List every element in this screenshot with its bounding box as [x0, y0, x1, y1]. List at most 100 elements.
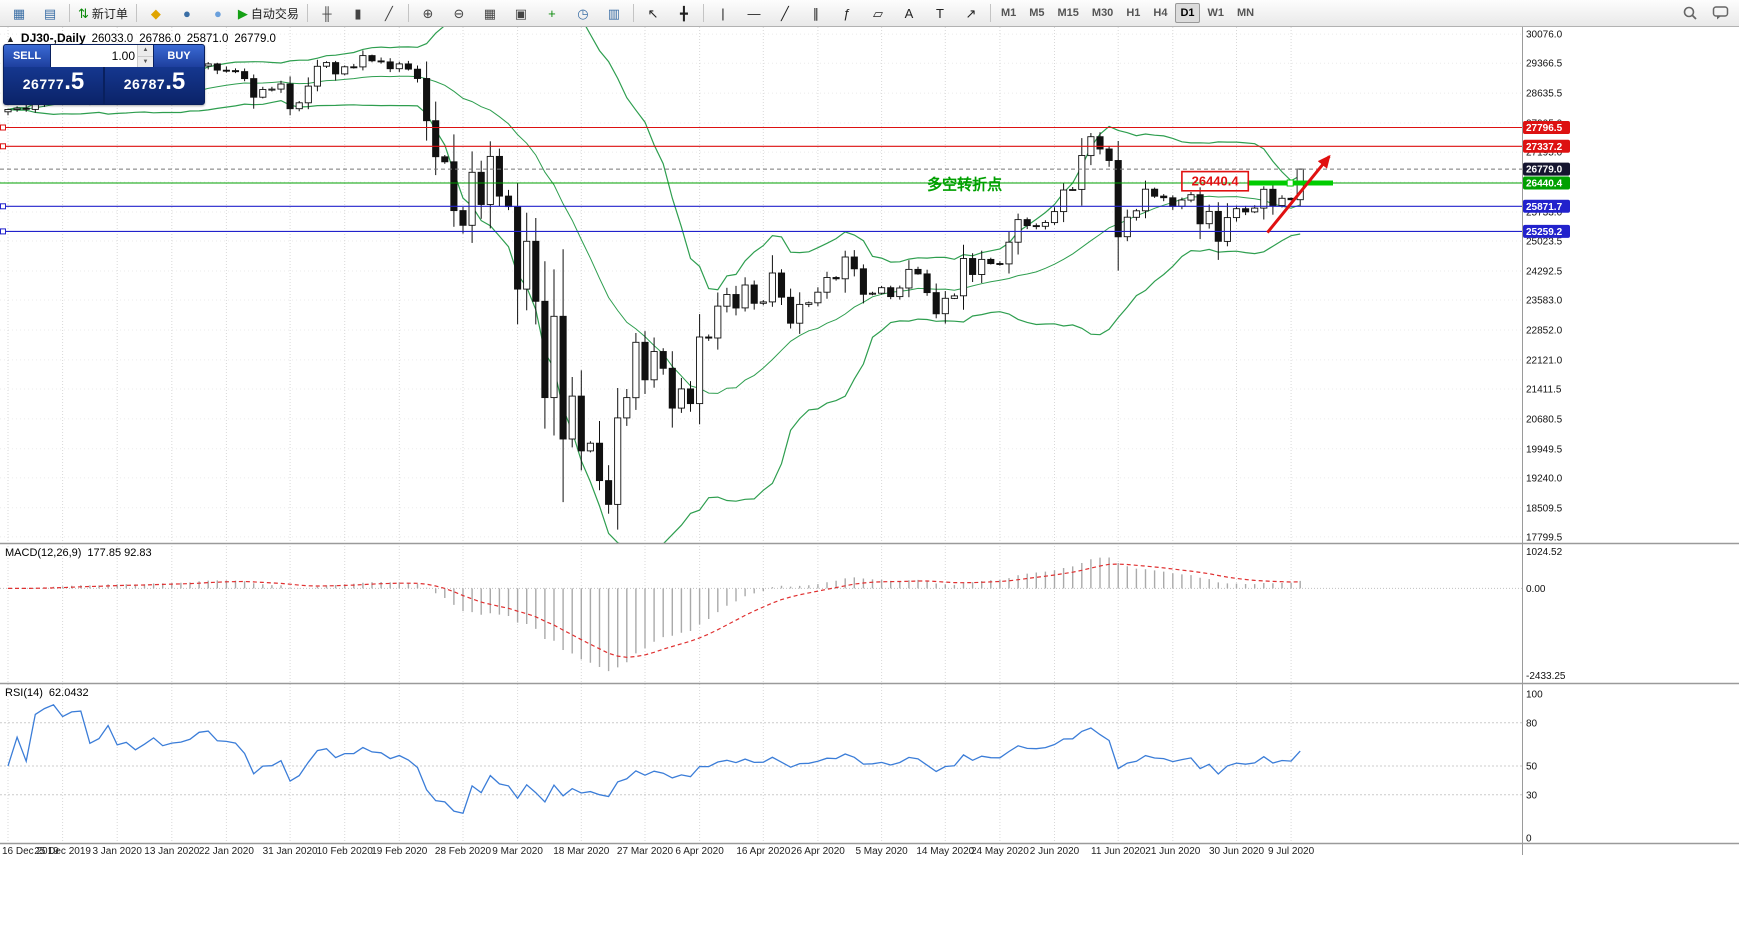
sell-button[interactable]: SELL — [4, 45, 50, 67]
arrange-windows-icon: ▣ — [514, 5, 528, 21]
buy-price-fraction: .5 — [165, 68, 186, 95]
templates-icon: ▥ — [607, 5, 621, 21]
line-chart-mode-button[interactable]: ╱ — [374, 1, 404, 25]
templates-button[interactable]: ▥ — [599, 1, 629, 25]
arrow-tool-button[interactable]: ↗ — [956, 1, 986, 25]
tile-windows-button[interactable]: ▦ — [475, 1, 505, 25]
timeframe-m30-button[interactable]: M30 — [1091, 7, 1114, 19]
shapes-tool-icon: ▱ — [872, 5, 883, 21]
one-click-trading-panel: SELL ▲ ▼ BUY 26777.5 26787.5 — [3, 44, 205, 105]
chat-users-icon: ● — [213, 5, 222, 21]
bar-chart-mode-icon: ╫ — [322, 5, 332, 21]
svg-text:27195.0: 27195.0 — [1526, 148, 1563, 159]
timeframe-m5-button[interactable]: M5 — [1029, 7, 1045, 19]
svg-text:27796.5: 27796.5 — [1526, 123, 1563, 134]
channel-tool-button[interactable]: ∥ — [801, 1, 831, 25]
lot-size-input[interactable] — [51, 45, 137, 67]
autotrade-button[interactable]: ▶ 自动交易 — [234, 1, 303, 25]
price-callout-box — [1181, 170, 1250, 192]
community-button[interactable]: ● — [172, 1, 202, 25]
text-tool-icon: A — [904, 5, 914, 21]
lot-increase-button[interactable]: ▲ — [138, 45, 153, 57]
svg-text:19240.0: 19240.0 — [1526, 473, 1563, 484]
collapse-one-click-icon[interactable]: ▲ — [6, 34, 15, 44]
panel-separators[interactable] — [0, 27, 1739, 855]
sell-price-display[interactable]: 26777.5 — [4, 67, 103, 104]
tile-windows-icon: ▦ — [483, 5, 497, 21]
chat-bubble-button[interactable] — [1705, 1, 1735, 25]
chart-annotations[interactable]: 26440.4 多空转折点 — [927, 154, 1333, 234]
label-tool-button[interactable]: T — [925, 1, 955, 25]
toolbar-separator — [135, 4, 137, 22]
rsi-indicator-label: RSI(14) 62.0432 — [5, 687, 89, 699]
zoom-in-icon: ⊕ — [422, 5, 434, 21]
search-icon — [1683, 6, 1697, 20]
buy-price-display[interactable]: 26787.5 — [105, 67, 204, 104]
svg-text:21 Jun 2020: 21 Jun 2020 — [1145, 846, 1200, 857]
arrange-windows-button[interactable]: ▣ — [506, 1, 536, 25]
svg-text:-2433.25: -2433.25 — [1526, 671, 1566, 682]
title-open-value: 26033.0 — [91, 33, 134, 45]
svg-text:2 Jun 2020: 2 Jun 2020 — [1030, 846, 1080, 857]
toolbar-separator — [989, 4, 991, 22]
lot-decrease-button[interactable]: ▼ — [138, 56, 153, 67]
candle-chart-mode-button[interactable]: ▮ — [343, 1, 373, 25]
search-button[interactable] — [1675, 1, 1705, 25]
arrow-tool-icon: ↗ — [965, 5, 977, 21]
bar-chart-mode-button[interactable]: ╫ — [312, 1, 342, 25]
timeframe-d1-button[interactable]: D1 — [1175, 3, 1200, 23]
new-order-button[interactable]: ⇅ 新订单 — [74, 1, 132, 25]
price-badges: 27796.5 27337.2 26440.4 25871.7 25259.2 26779… — [1523, 121, 1570, 238]
text-tool-button[interactable]: A — [894, 1, 924, 25]
new-chart-button[interactable]: ▦ — [4, 1, 34, 25]
svg-text:9 Mar 2020: 9 Mar 2020 — [492, 846, 543, 857]
timeframe-h1-button[interactable]: H1 — [1126, 7, 1141, 19]
trendline-tool-button[interactable]: ╱ — [770, 1, 800, 25]
zoom-out-button[interactable]: ⊖ — [444, 1, 474, 25]
svg-text:0.00: 0.00 — [1526, 584, 1546, 595]
svg-text:10 Feb 2020: 10 Feb 2020 — [317, 846, 374, 857]
sell-price-main: 26777 — [22, 76, 65, 92]
vertical-line-tool-icon: | — [721, 5, 725, 21]
svg-text:28635.5: 28635.5 — [1526, 89, 1563, 100]
horizontal-line-tool-button[interactable]: — — [739, 1, 769, 25]
svg-text:21411.5: 21411.5 — [1526, 385, 1562, 396]
zoom-in-button[interactable]: ⊕ — [413, 1, 443, 25]
chat-users-button[interactable]: ● — [203, 1, 233, 25]
svg-text:18509.5: 18509.5 — [1526, 503, 1563, 514]
cursor-tool-icon: ↖ — [647, 5, 659, 21]
grid-lines — [0, 27, 1522, 843]
timeframe-m15-button[interactable]: M15 — [1057, 7, 1079, 19]
svg-text:3 Jan 2020: 3 Jan 2020 — [92, 846, 142, 857]
cursor-tool-button[interactable]: ↖ — [638, 1, 668, 25]
vertical-line-tool-button[interactable]: | — [708, 1, 738, 25]
svg-text:28 Feb 2020: 28 Feb 2020 — [435, 846, 492, 857]
timeframe-h4-button[interactable]: H4 — [1153, 7, 1168, 19]
timeframe-mn-button[interactable]: MN — [1237, 7, 1255, 19]
buy-button[interactable]: BUY — [154, 45, 204, 67]
timeframe-m1-button[interactable]: M1 — [1000, 7, 1017, 19]
label-tool-icon: T — [935, 5, 944, 21]
shapes-tool-button[interactable]: ▱ — [863, 1, 893, 25]
periods-button[interactable]: ◷ — [568, 1, 598, 25]
svg-text:29366.5: 29366.5 — [1526, 59, 1563, 70]
favorites-button[interactable]: ◆ — [141, 1, 171, 25]
crosshair-tool-button[interactable]: ╋ — [669, 1, 699, 25]
svg-text:26779.0: 26779.0 — [1526, 165, 1563, 176]
toolbar: ▦ ▤ ⇅ 新订单 ◆ ● ● ▶ 自动交易 ╫ ▮ ╱ ⊕ ⊖ ▦ ▣ + ◷ ▥ ↖ ╋ | — ╱ ∥ ƒ ▱ A T ↗ M1 M5 M… — [0, 0, 1739, 27]
fibonacci-tool-button[interactable]: ƒ — [832, 1, 862, 25]
svg-text:30076.0: 30076.0 — [1526, 30, 1563, 41]
crosshair-tool-icon: ╋ — [680, 5, 688, 21]
svg-text:24292.5: 24292.5 — [1526, 267, 1563, 278]
symbol-period-label: DJ30-,Daily — [20, 31, 86, 45]
timeframe-w1-button[interactable]: W1 — [1207, 7, 1225, 19]
svg-text:14 May 2020: 14 May 2020 — [916, 846, 974, 857]
title-high-value: 26786.0 — [139, 33, 181, 45]
svg-text:25023.5: 25023.5 — [1526, 237, 1563, 248]
profiles-button[interactable]: ▤ — [35, 1, 65, 25]
svg-text:30: 30 — [1526, 790, 1538, 801]
add-indicator-button[interactable]: + — [537, 1, 567, 25]
